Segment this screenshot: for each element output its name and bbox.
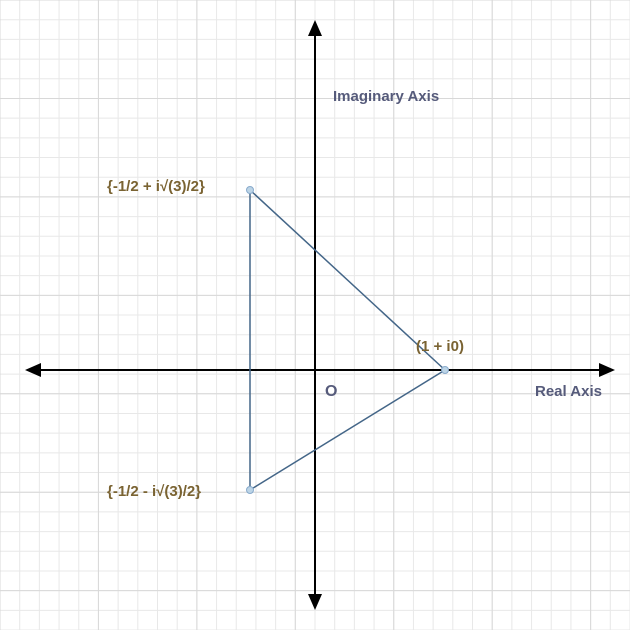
vertex-label-1: (1 + i0)	[416, 338, 464, 355]
imaginary-axis-label: Imaginary Axis	[333, 88, 439, 105]
real-axis-label: Real Axis	[535, 383, 602, 400]
complex-plane-plot	[0, 0, 630, 630]
vertex-label-2: {-1/2 + i√(3)/2}	[107, 178, 205, 195]
origin-label: O	[325, 383, 337, 401]
vertex-label-3: {-1/2 - i√(3)/2}	[107, 483, 201, 500]
